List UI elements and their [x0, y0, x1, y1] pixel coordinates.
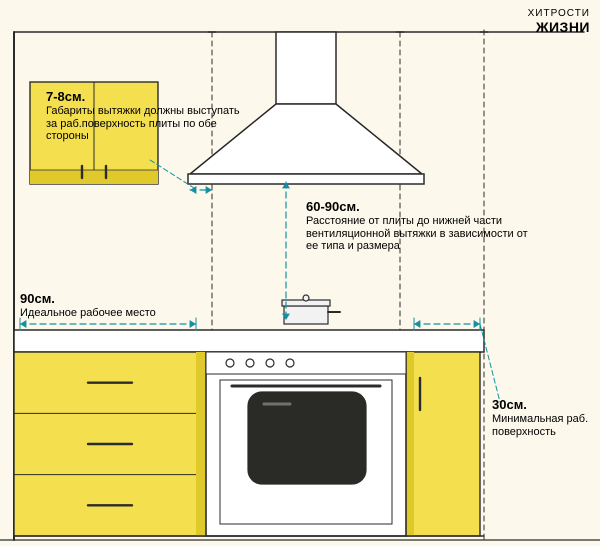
- annotation-min-surface: 30см. Минимальная раб. поверхность: [492, 398, 600, 438]
- brand-line1: ХИТРОСТИ: [528, 8, 590, 19]
- annotation-ideal-workspace-title: 90см.: [20, 292, 220, 307]
- annotation-ideal-workspace-body: Идеальное рабочее место: [20, 307, 220, 320]
- annotation-hood-distance: 60-90см. Расстояние от плиты до нижней ч…: [306, 200, 536, 253]
- annotation-hood-overhang-title: 7-8см.: [46, 90, 246, 105]
- annotation-hood-overhang: 7-8см. Габариты вытяжки должны выступать…: [46, 90, 246, 143]
- brand-logo: ХИТРОСТИ ЖИЗНИ: [528, 8, 590, 35]
- annotation-min-surface-title: 30см.: [492, 398, 600, 413]
- annotation-ideal-workspace: 90см. Идеальное рабочее место: [20, 292, 220, 320]
- annotation-hood-distance-title: 60-90см.: [306, 200, 536, 215]
- brand-line2: ЖИЗНИ: [528, 19, 590, 35]
- annotation-hood-distance-body: Расстояние от плиты до нижней части вент…: [306, 215, 536, 253]
- annotation-hood-overhang-body: Габариты вытяжки должны выступать за раб…: [46, 105, 246, 143]
- annotation-min-surface-body: Минимальная раб. поверхность: [492, 413, 600, 438]
